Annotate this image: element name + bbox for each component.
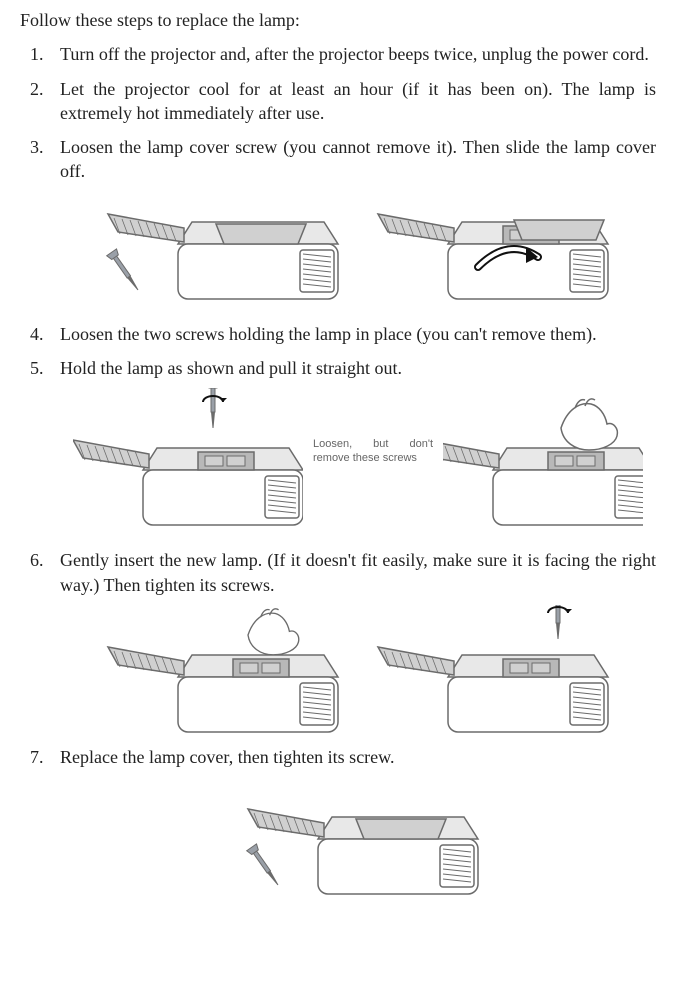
step-3: Loosen the lamp cover screw (you cannot …	[48, 135, 656, 312]
step-1: Turn off the projector and, after the pr…	[48, 42, 656, 66]
figure-step6-a	[98, 605, 348, 735]
step-4: Loosen the two screws holding the lamp i…	[48, 322, 656, 346]
step-text: Loosen the two screws holding the lamp i…	[60, 324, 597, 344]
figure-row-step3	[60, 192, 656, 312]
figure-step3-a	[98, 192, 348, 312]
figure-step7	[218, 777, 498, 907]
intro-text: Follow these steps to replace the lamp:	[20, 8, 656, 32]
figure-row-step7	[60, 777, 656, 907]
figure-row-step6	[60, 605, 656, 735]
step-7: Replace the lamp cover, then tighten its…	[48, 745, 656, 907]
step-2: Let the projector cool for at least an h…	[48, 77, 656, 126]
step-text: Replace the lamp cover, then tighten its…	[60, 747, 395, 767]
figure-step5-a: Loosen, but don't remove these screws	[73, 388, 303, 538]
figure-step5-b	[443, 388, 643, 538]
step-text: Let the projector cool for at least an h…	[60, 79, 656, 123]
step-text: Gently insert the new lamp. (If it doesn…	[60, 550, 656, 594]
figure-step6-b	[368, 605, 618, 735]
figure-row-step5: Loosen, but don't remove these screws	[60, 388, 656, 538]
step-list: Turn off the projector and, after the pr…	[20, 42, 656, 907]
page: Follow these steps to replace the lamp: …	[0, 0, 676, 937]
step-text: Hold the lamp as shown and pull it strai…	[60, 358, 402, 378]
step-5: Hold the lamp as shown and pull it strai…	[48, 356, 656, 538]
figure-step3-b	[368, 192, 618, 312]
step-6: Gently insert the new lamp. (If it doesn…	[48, 548, 656, 735]
step-text: Turn off the projector and, after the pr…	[60, 44, 649, 64]
figure-caption: Loosen, but don't remove these screws	[313, 438, 433, 466]
step-text: Loosen the lamp cover screw (you cannot …	[60, 137, 656, 181]
